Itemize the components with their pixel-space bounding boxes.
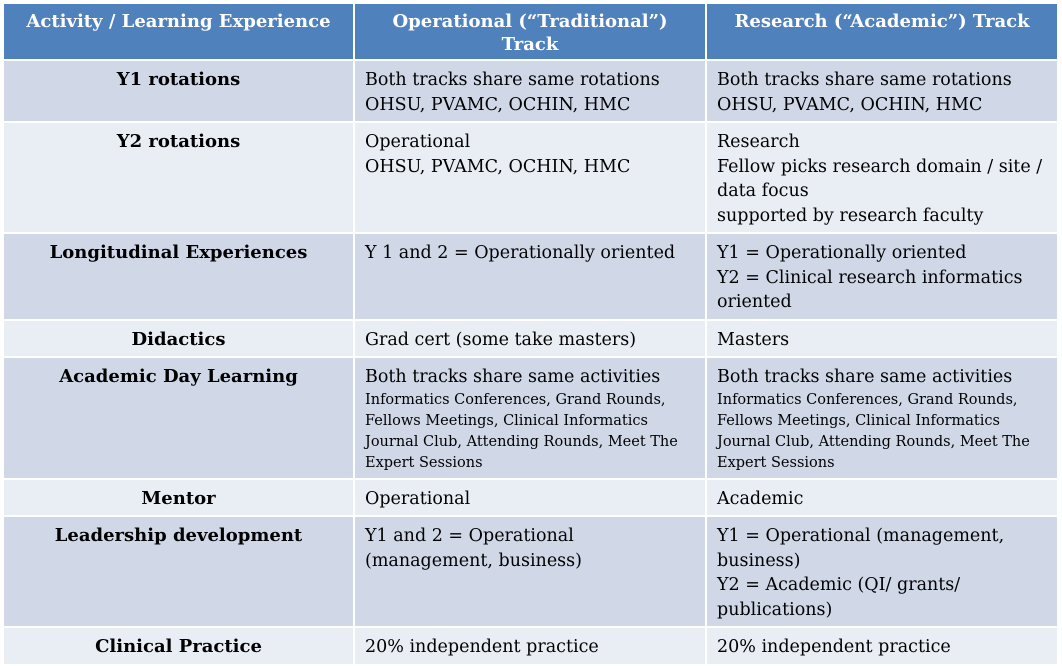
cell-line: Operational [365, 488, 471, 509]
row-label: Y2 rotations [2, 121, 355, 234]
table-row: Didactics Grad cert (some take masters) … [2, 318, 1059, 358]
cell-line: Grad cert (some take masters) [365, 329, 637, 350]
cell-line: Academic [717, 488, 804, 509]
header-row: Activity / Learning Experience Operation… [2, 2, 1059, 61]
cell-line: Both tracks share same rotations [717, 70, 1012, 90]
table-row: Clinical Practice 20% independent practi… [2, 626, 1059, 666]
research-cell: Masters [705, 318, 1059, 358]
research-cell: 20% independent practice [705, 626, 1059, 666]
cell-line: OHSU, PVAMC, OCHIN, HMC [717, 94, 983, 115]
row-label: Clinical Practice [2, 626, 355, 666]
cell-line: Both tracks share same activities [717, 367, 1013, 387]
cell-line: Y2 = Clinical research informatics orien… [717, 267, 1023, 313]
row-label: Academic Day Learning [2, 356, 355, 480]
cell-line: OHSU, PVAMC, OCHIN, HMC [365, 94, 631, 115]
cell-line: 20% independent practice [365, 637, 599, 657]
cell-detail: Informatics Conferences, Grand Rounds, F… [717, 391, 1030, 471]
operational-cell: Grad cert (some take masters) [353, 318, 707, 358]
table-row: Y1 rotations Both tracks share same rota… [2, 59, 1059, 123]
cell-line: Y1 = Operationally oriented [717, 243, 967, 263]
cell-line: Y1 and 2 = Operational (management, busi… [365, 526, 582, 571]
header-operational-track: Operational (“Traditional”) Track [353, 2, 707, 61]
operational-cell: Y1 and 2 = Operational (management, busi… [353, 515, 707, 628]
table-header: Activity / Learning Experience Operation… [2, 2, 1059, 61]
cell-line: Both tracks share same rotations [365, 70, 660, 90]
row-label: Didactics [2, 318, 355, 358]
table-row: Leadership development Y1 and 2 = Operat… [2, 515, 1059, 628]
header-research-track: Research (“Academic”) Track [705, 2, 1059, 61]
cell-line: Y 1 and 2 = Operationally oriented [365, 243, 676, 263]
research-cell: Y1 = Operational (management, business) … [705, 515, 1059, 628]
cell-line: Research [717, 132, 800, 152]
row-label: Mentor [2, 477, 355, 517]
header-activity: Activity / Learning Experience [2, 2, 355, 61]
table-row: Academic Day Learning Both tracks share … [2, 356, 1059, 480]
cell-line: Operational [365, 132, 471, 152]
research-cell: Both tracks share same activities Inform… [705, 356, 1059, 480]
cell-line: 20% independent practice [717, 637, 951, 657]
row-label: Longitudinal Experiences [2, 232, 355, 321]
operational-cell: 20% independent practice [353, 626, 707, 666]
table-row: Y2 rotations Operational OHSU, PVAMC, OC… [2, 121, 1059, 234]
cell-line: supported by research faculty [717, 205, 984, 226]
cell-line: OHSU, PVAMC, OCHIN, HMC [365, 156, 631, 177]
research-cell: Both tracks share same rotations OHSU, P… [705, 59, 1059, 123]
research-cell: Research Fellow picks research domain / … [705, 121, 1059, 234]
row-label: Leadership development [2, 515, 355, 628]
operational-cell: Both tracks share same rotations OHSU, P… [353, 59, 707, 123]
cell-line: Both tracks share same activities [365, 367, 661, 387]
table-row: Longitudinal Experiences Y 1 and 2 = Ope… [2, 232, 1059, 321]
row-label: Y1 rotations [2, 59, 355, 123]
cell-line: Y2 = Academic (QI/ grants/ publications) [717, 575, 961, 620]
operational-cell: Y 1 and 2 = Operationally oriented [353, 232, 707, 321]
operational-cell: Operational [353, 477, 707, 517]
research-cell: Y1 = Operationally oriented Y2 = Clinica… [705, 232, 1059, 321]
cell-line: Masters [717, 329, 790, 350]
table-row: Mentor Operational Academic [2, 477, 1059, 517]
cell-line: Y1 = Operational (management, business) [717, 526, 1005, 571]
operational-cell: Operational OHSU, PVAMC, OCHIN, HMC [353, 121, 707, 234]
cell-line: Fellow picks research domain / site / da… [717, 156, 1043, 202]
research-cell: Academic [705, 477, 1059, 517]
operational-cell: Both tracks share same activities Inform… [353, 356, 707, 480]
cell-detail: Informatics Conferences, Grand Rounds, F… [365, 391, 678, 471]
